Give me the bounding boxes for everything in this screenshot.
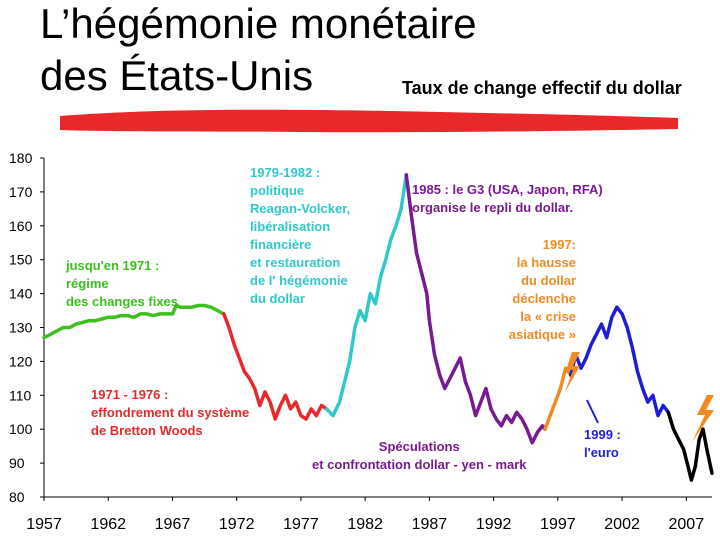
annotation-text: 1999 : l'euro bbox=[584, 427, 621, 460]
series-line-3 bbox=[324, 173, 409, 418]
series-line-2 bbox=[222, 312, 329, 421]
annotation-text: 1985 : le G3 (USA, Japon, RFA) organise … bbox=[412, 182, 603, 215]
y-tick-label: 180 bbox=[9, 150, 33, 166]
y-tick-label: 130 bbox=[9, 320, 33, 336]
series-line-7 bbox=[666, 410, 714, 482]
y-tick-label: 90 bbox=[9, 455, 25, 471]
series-line-6 bbox=[568, 305, 671, 418]
annotation-text: 1997: la hausse du dollar déclenche la «… bbox=[508, 237, 576, 342]
y-tick-labels: 80 90 100 110 120 130 140 150 160 170 180 bbox=[9, 150, 33, 505]
annotation-asian-crisis: 1997: la hausse du dollar déclenche la «… bbox=[490, 236, 576, 344]
x-tick-label: 1977 bbox=[283, 516, 319, 533]
series-line-5 bbox=[543, 366, 573, 431]
data-series bbox=[42, 173, 714, 482]
x-tick-label: 2007 bbox=[669, 516, 705, 533]
annotation-text: Spéculations et confrontation dollar - y… bbox=[312, 439, 527, 472]
x-tick-label: 1967 bbox=[155, 516, 191, 533]
page-title: L’hégémonie monétaire des États-Unis bbox=[40, 0, 477, 102]
euro-pointer-line bbox=[586, 399, 599, 424]
x-tick-label: 2002 bbox=[604, 516, 640, 533]
annotation-text: jusqu'en 1971 : régime des changes fixes bbox=[66, 258, 178, 309]
annotation-euro: 1999 : l'euro bbox=[584, 426, 621, 462]
annotation-g3: 1985 : le G3 (USA, Japon, RFA) organise … bbox=[412, 181, 603, 217]
y-tick-label: 80 bbox=[9, 489, 25, 505]
annotation-speculation: Spéculations et confrontation dollar - y… bbox=[312, 438, 527, 474]
lightning-bolt-icon bbox=[565, 352, 580, 392]
y-tick-label: 150 bbox=[9, 252, 33, 268]
y-tick-label: 110 bbox=[9, 387, 32, 403]
series-line-1 bbox=[42, 303, 226, 340]
chart-subtitle: Taux de change effectif du dollar bbox=[402, 78, 682, 98]
series-line-4 bbox=[404, 173, 547, 445]
red-brush-stroke bbox=[60, 109, 678, 133]
title-line-1: L’hégémonie monétaire bbox=[40, 0, 477, 47]
annotation-reagan-volcker: 1979-1982 : politique Reagan-Volcker, li… bbox=[250, 164, 350, 308]
title-line-2: des États-Unis bbox=[40, 52, 314, 99]
x-tick-label: 1957 bbox=[26, 516, 62, 533]
annotation-text: 1979-1982 : politique Reagan-Volcker, li… bbox=[250, 165, 351, 306]
lightning-bolt-icon bbox=[692, 395, 714, 442]
y-tick-label: 160 bbox=[9, 218, 33, 234]
y-tick-label: 120 bbox=[9, 353, 33, 369]
x-tick-label: 1962 bbox=[90, 516, 126, 533]
y-tick-label: 170 bbox=[9, 184, 33, 200]
y-tick-label: 100 bbox=[9, 421, 33, 437]
x-tick-label: 1987 bbox=[412, 516, 448, 533]
y-tick-label: 140 bbox=[9, 286, 33, 302]
x-tick-labels: 1957 1962 1967 1972 1977 1982 1987 1992 1997 2002… bbox=[26, 516, 704, 533]
x-tick-label: 1997 bbox=[540, 516, 576, 533]
x-tick-label: 1972 bbox=[219, 516, 255, 533]
annotation-text: 1971 - 1976 : effondrement du système de… bbox=[91, 387, 250, 438]
annotation-fixed-exchange: jusqu'en 1971 : régime des changes fixes bbox=[66, 257, 178, 311]
x-tick-label: 1982 bbox=[347, 516, 383, 533]
x-tick-label: 1992 bbox=[476, 516, 512, 533]
chart-axes bbox=[40, 157, 712, 501]
annotation-bretton-woods: 1971 - 1976 : effondrement du système de… bbox=[91, 386, 249, 440]
chart-decorations bbox=[565, 352, 714, 442]
